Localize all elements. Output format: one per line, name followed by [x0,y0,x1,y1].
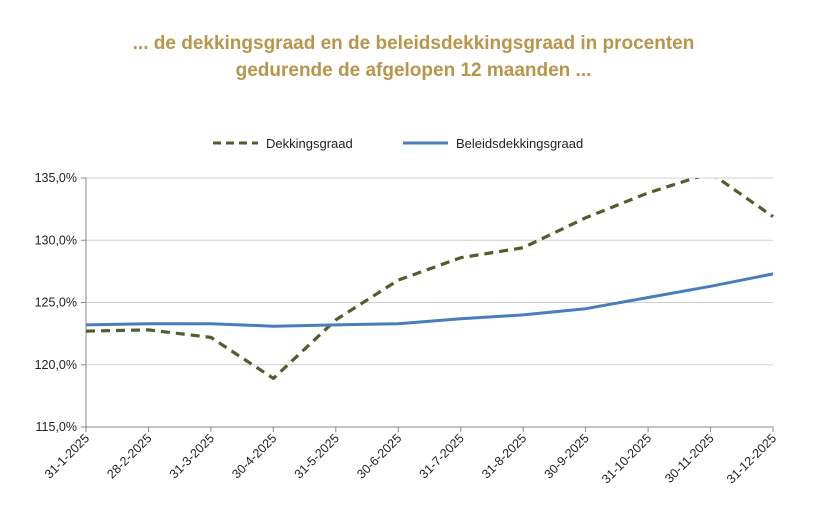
x-tick-label: 31-7-2025 [417,431,467,481]
chart-title-line-2: gedurende de afgelopen 12 maanden ... [235,60,592,81]
x-tick-label: 31-3-2025 [167,431,217,481]
chart-title: ... de dekkingsgraad en de beleidsdekkin… [0,30,827,84]
y-tick-label: 130,0% [35,233,77,247]
legend-label: Dekkingsgraad [266,136,353,151]
series-line-beleidsdekkingsgraad [86,272,774,328]
x-tick-label: 31-5-2025 [292,431,342,481]
series-line-dekkingsgraad [86,178,774,380]
series-group [86,178,774,380]
x-tick-label: 31-8-2025 [479,431,529,481]
legend-label: Beleidsdekkingsgraad [456,136,583,151]
x-tick-label: 30-4-2025 [229,431,279,481]
y-tick-label: 120,0% [35,358,77,372]
y-tick-label: 125,0% [35,296,77,310]
legend: Dekkingsgraad Beleidsdekkingsgraad [213,136,583,151]
y-axis: 135,0% 130,0% 125,0% 120,0% 115,0% [35,171,773,434]
x-tick-label: 30-6-2025 [354,431,404,481]
chart-title-line-1: ... de dekkingsgraad en de beleidsdekkin… [132,33,695,54]
x-axis: 31-1-2025 28-2-2025 31-3-2025 30-4-2025 31-5… [42,426,779,486]
x-tick-label: 30-9-2025 [542,431,592,481]
y-tick-label: 135,0% [35,171,77,185]
x-tick-label: 31-12-2025 [724,431,779,486]
x-tick-label: 31-10-2025 [599,431,654,486]
x-tick-label: 30-11-2025 [662,431,716,485]
y-tick-label: 115,0% [36,420,77,434]
x-tick-label: 28-2-2025 [104,431,154,481]
x-tick-label: 31-1-2025 [42,431,92,481]
